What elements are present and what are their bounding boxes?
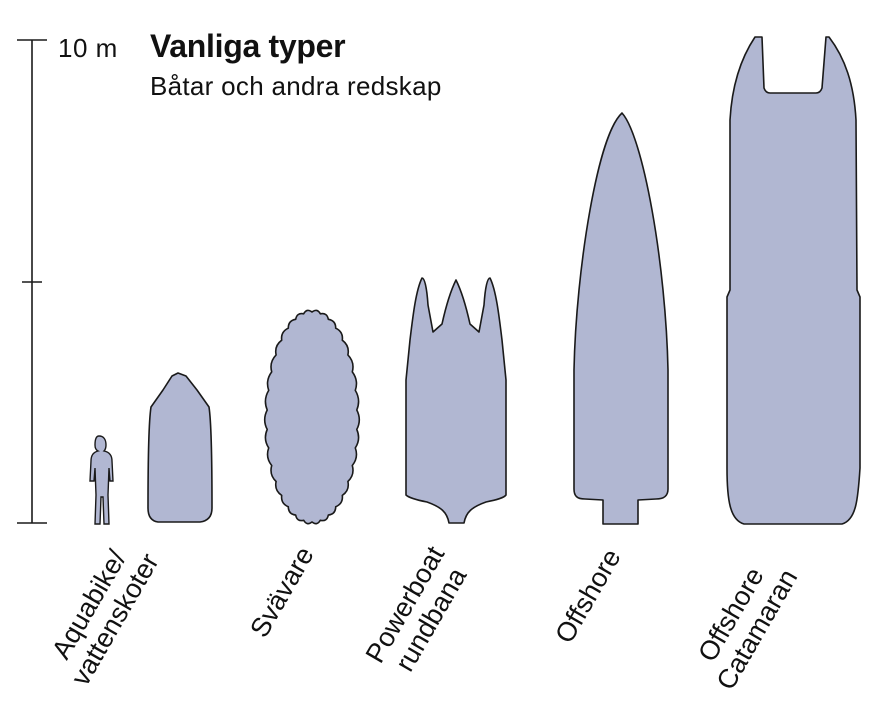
- label-svavare-line-1: Svävare: [244, 542, 320, 643]
- scale-label: 10 m: [58, 33, 118, 63]
- label-svavare: Svävare: [244, 542, 320, 643]
- powerboat-hull: [405, 277, 507, 524]
- catamaran-hull: [726, 36, 861, 525]
- category-labels: Aquabike/ vattenskoter Svävare Powerboat…: [46, 541, 803, 695]
- scale-bar: [17, 39, 47, 524]
- svavare-hull: [263, 309, 361, 525]
- label-offshore-line-1: Offshore: [549, 544, 627, 648]
- offshore-hull: [573, 112, 669, 525]
- label-offshore: Offshore: [549, 544, 627, 648]
- page-title: Vanliga typer: [150, 28, 346, 64]
- aquabike-hull: [147, 372, 213, 523]
- person-silhouette-icon: [89, 435, 114, 525]
- label-catamaran: Offshore Catamaran: [692, 562, 803, 694]
- page-subtitle: Båtar och andra redskap: [150, 71, 442, 101]
- label-powerboat: Powerboat rundbana: [360, 541, 473, 677]
- label-aquabike: Aquabike/ vattenskoter: [46, 545, 165, 691]
